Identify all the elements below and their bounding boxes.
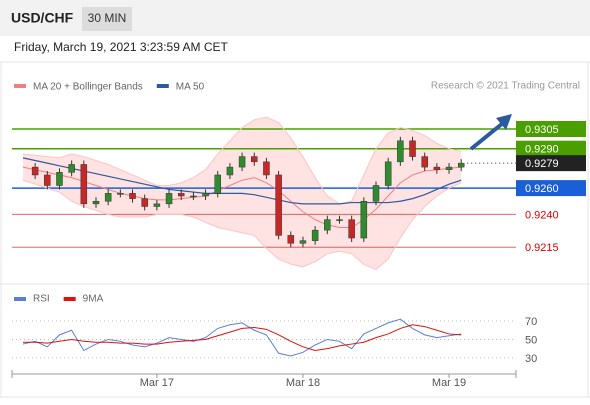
level-label-box [516, 140, 586, 157]
candle [421, 156, 428, 168]
candle [433, 166, 441, 170]
ma20-line [22, 166, 462, 229]
level-label-box [516, 155, 586, 172]
bollinger-line [22, 179, 462, 271]
candle [202, 193, 209, 197]
level-label: 0.9260 [525, 183, 559, 195]
candle [409, 140, 416, 157]
candle [80, 164, 88, 205]
candle [299, 240, 307, 244]
legend-swatch [14, 297, 26, 301]
legend-swatch [14, 84, 26, 88]
candle [56, 172, 63, 186]
candle [287, 235, 295, 244]
source: Research © 2021 Trading Central [431, 81, 580, 92]
candle [336, 219, 343, 221]
candle [177, 193, 185, 197]
candle [153, 203, 161, 207]
candle [226, 166, 234, 176]
candle [251, 156, 258, 163]
candle [324, 219, 331, 231]
x-tick-label: Mar 19 [432, 377, 466, 389]
candle [190, 195, 197, 198]
rsi-line [22, 324, 462, 352]
level-label: 0.9290 [525, 144, 559, 156]
chart-title: USD/CHF [11, 10, 74, 26]
arrow-shaft [469, 121, 505, 151]
level-label: 0.9305 [525, 124, 559, 136]
rsi-tick-label: 70 [525, 316, 537, 328]
rsi-line [22, 318, 462, 357]
candle [397, 140, 404, 163]
candle [92, 200, 100, 205]
candle [311, 229, 319, 241]
rsi-tick-label: 50 [525, 334, 537, 346]
level-label-box [516, 120, 586, 137]
candle [348, 219, 355, 239]
plot: 0.9305 0.9290 0.9279 0.9260 0.9240 0.9215 MA 2… [11, 82, 586, 389]
candle [129, 193, 136, 199]
level-label: 0.9279 [525, 158, 559, 170]
legend-swatch [156, 84, 169, 88]
candle [238, 156, 246, 168]
level-label-box [516, 180, 586, 197]
ma50-line [22, 157, 462, 205]
legend-swatch [63, 297, 76, 301]
forecast-arrow [469, 114, 512, 151]
legend-label: MA 50 [176, 82, 205, 93]
candle [68, 164, 75, 173]
legend-label: 9MA [83, 294, 104, 305]
timeframe-label[interactable]: 30 MIN [88, 11, 127, 25]
x-tick-label: Mar 17 [140, 377, 174, 389]
candle [263, 161, 270, 176]
candle [141, 198, 148, 207]
candle [275, 174, 282, 236]
candle [117, 193, 124, 195]
candle [372, 185, 380, 202]
bollinger-line [22, 116, 462, 205]
rsi-tick-label: 30 [525, 353, 537, 365]
candle [360, 200, 368, 239]
x-tick-label: Mar 18 [286, 377, 320, 389]
level-label: 0.9215 [525, 242, 559, 254]
legend-label: RSI [33, 294, 50, 305]
level-label: 0.9240 [525, 209, 559, 221]
candle [445, 166, 453, 170]
candle [457, 162, 465, 168]
candle [31, 166, 39, 176]
candle [165, 193, 173, 205]
timeframe-button[interactable] [82, 7, 132, 31]
subtitle: Friday, March 19, 2021 3:23:59 AM CET [14, 40, 229, 54]
candle [104, 193, 112, 202]
candle [384, 161, 392, 186]
candle [214, 174, 221, 194]
candle [44, 174, 51, 186]
arrow-head [496, 114, 512, 130]
legend-label: MA 20 + Bollinger Bands [33, 82, 143, 93]
